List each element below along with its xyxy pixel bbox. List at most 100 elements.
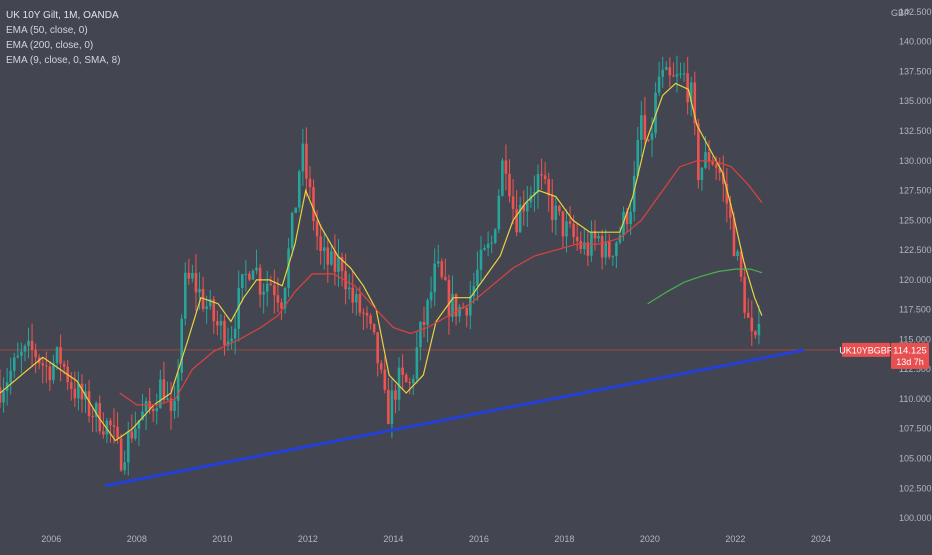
candle-body [162,379,166,400]
candle-body [77,383,80,399]
candle-body [454,293,458,317]
candle-body [504,160,508,174]
candle-body [643,115,647,140]
candle-body [269,283,273,286]
legend-ema50[interactable]: EMA (50, close, 0) [6,25,88,36]
candle-body [383,369,387,390]
candle-body [629,211,632,225]
candle-body [362,312,365,314]
candle-body [668,67,672,76]
candle-body [493,229,497,243]
candle-body [137,420,141,429]
candle-body [173,400,176,411]
candle-body [743,276,746,313]
candle-body [194,272,198,293]
candle-body [440,261,444,278]
candle-body [607,241,611,257]
candle-body [590,231,593,256]
candle-body [640,115,643,140]
x-tick-label: 2010 [212,534,232,544]
candle-body [412,378,415,384]
candle-body [126,431,130,463]
candle-body [479,249,483,270]
candle-body [223,320,226,346]
candle-body [355,294,358,303]
legend-ema200[interactable]: EMA (200, close, 0) [6,40,94,51]
x-tick-label: 2006 [41,534,61,544]
candle-body [226,341,230,346]
legend-ema9[interactable]: EMA (9, close, 0, SMA, 8) [6,55,121,66]
candle-body [647,139,650,141]
symbol-tag-label: UK10YBGBP [839,345,893,355]
price-tag [891,342,929,369]
candle-body [9,370,12,383]
y-tick-label: 120.000 [899,275,932,285]
candle-body [565,221,568,237]
candle-body [287,248,290,289]
support-trendline [104,348,805,488]
x-tick-label: 2024 [811,534,831,544]
candle-body [433,263,436,293]
candle-body [718,167,721,173]
candle-body [419,321,422,348]
candle-body [333,251,337,272]
candle-body [248,273,251,280]
candle-body [558,205,561,212]
candle-body [426,300,429,325]
ema50-line [119,160,763,406]
candle-body [141,411,144,421]
candle-body [187,272,191,279]
candle-body [30,340,34,350]
y-tick-label: 112.500 [899,364,931,374]
candle-body [151,408,155,412]
candle-body [12,357,16,371]
y-tick-label: 140.000 [899,37,932,47]
y-tick-label: 132.500 [899,126,932,136]
candle-body [319,236,322,251]
x-tick-label: 2022 [725,534,745,544]
candle-body [212,299,216,322]
candle-body [183,272,187,319]
x-tick-label: 2018 [554,534,574,544]
candle-body [550,195,554,221]
candle-body [422,321,426,325]
candle-body [105,420,109,435]
candle-body [429,292,433,301]
candle-body [397,367,401,400]
candle-body [283,288,287,309]
indicator-legend: UK 10Y Gilt, 1M, OANDA EMA (50, close, 0… [6,8,120,68]
candle-body [308,178,312,188]
candle-body [55,347,59,363]
chart-title: UK 10Y Gilt, 1M, OANDA [6,10,119,21]
candle-body [255,267,258,271]
candle-body [579,240,583,250]
y-tick-label: 110.000 [899,394,931,404]
x-tick-label: 2020 [640,534,660,544]
candle-body [529,195,533,203]
bar-countdown: 13d 7h [896,357,924,367]
candle-body [736,251,739,257]
candle-body [697,123,700,181]
candle-body [451,293,454,317]
candle-body [379,363,383,370]
y-tick-label: 125.000 [899,215,932,225]
candle-body [326,247,330,265]
candle-body [497,195,501,230]
candle-body [679,73,682,75]
candle-body [469,296,472,316]
candle-body [757,323,761,336]
candle-body [376,332,379,364]
candle-body [169,398,173,411]
x-tick-label: 2016 [469,534,489,544]
candle-body [102,431,105,435]
candle-body [390,390,394,424]
candle-body [600,235,604,258]
candle-body [515,209,518,233]
candle-body [672,75,675,77]
candle-body [16,355,20,358]
candle-body [561,211,565,237]
candle-body [604,241,607,258]
candle-body [240,274,244,288]
